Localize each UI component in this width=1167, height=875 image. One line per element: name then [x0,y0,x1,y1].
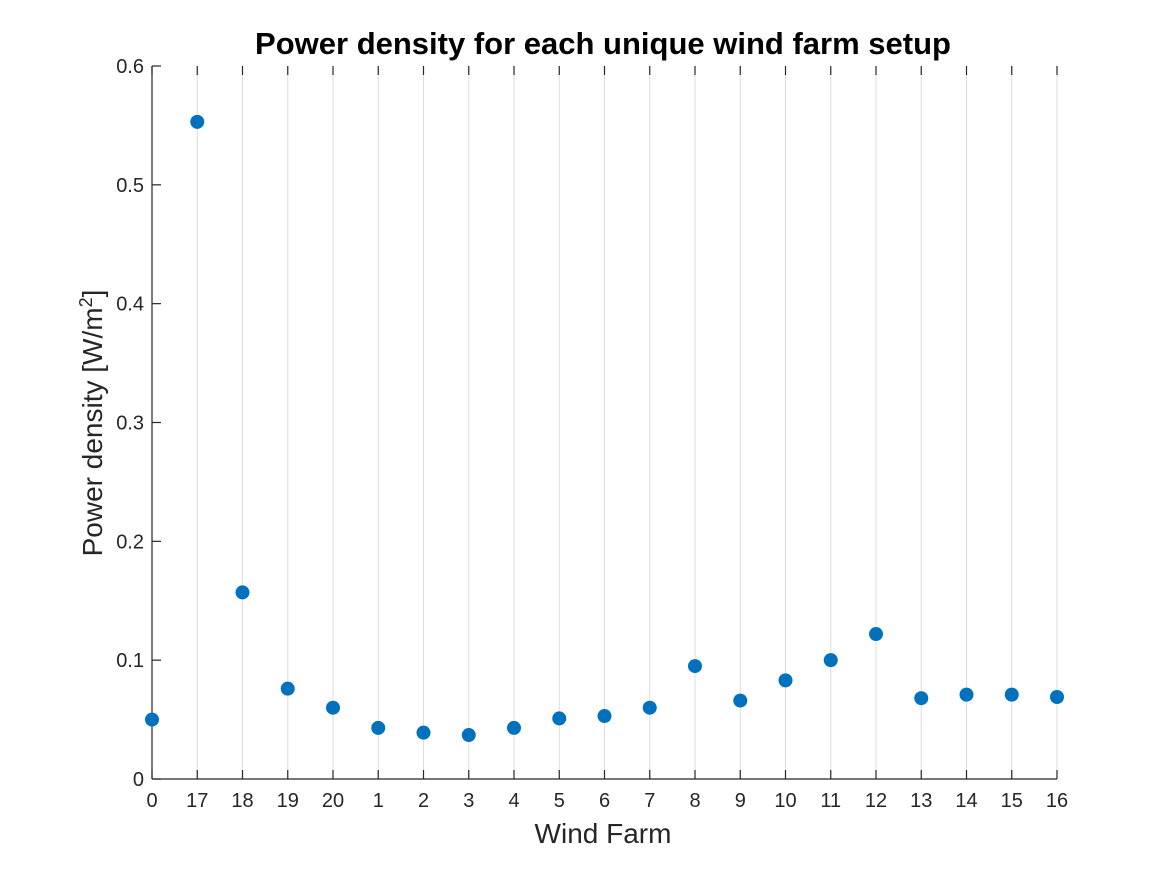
x-tick-label: 16 [1046,790,1068,812]
y-axis-label-main: Power density [W/m [77,307,108,556]
x-tick-label: 8 [689,790,700,812]
x-tick-label: 13 [910,790,932,812]
data-point [642,700,657,715]
x-tick-label: 20 [322,790,344,812]
x-tick-label: 10 [774,790,796,812]
grid-lines [151,66,1058,779]
data-point [190,114,205,129]
data-point [823,653,838,668]
data-point [371,720,386,735]
x-tick-label: 14 [955,790,977,812]
x-tick-label: 4 [508,790,519,812]
data-point [416,725,431,740]
data-point [552,711,567,726]
x-tick-label: 1 [373,790,384,812]
data-point [235,585,250,600]
data-points [145,114,1064,743]
x-tick-label: 18 [231,790,253,812]
x-tick-label: 6 [599,790,610,812]
x-tick-label: 12 [865,790,887,812]
data-point [688,659,702,674]
y-ticks: 0 0.1 0.2 0.3 0.4 0.5 0.6 [116,56,161,791]
data-point [1004,687,1019,702]
data-point [914,691,929,706]
x-tick-label: 19 [277,790,299,812]
x-tick-label: 9 [735,790,746,812]
x-tick-label: 3 [463,790,474,812]
y-tick-label: 0.6 [116,56,144,78]
x-tick-label: 7 [644,790,655,812]
x-tick-label: 0 [146,790,157,812]
data-point [733,693,748,708]
x-axis-label: Wind Farm [535,818,672,849]
data-point [326,700,340,715]
data-point [145,712,159,727]
x-tick-label: 15 [1001,790,1023,812]
data-point [461,728,476,743]
y-axis-label-superscript: 2 [76,297,96,307]
data-point [280,681,295,696]
data-point [778,673,793,688]
chart-title: Power density for each unique wind farm … [255,26,951,61]
y-tick-label: 0.5 [116,175,144,197]
x-tick-label: 2 [418,790,429,812]
y-tick-label: 0 [133,769,144,791]
x-tick-label: 17 [186,790,208,812]
x-ticks: 0 17 18 19 20 1 2 3 4 5 6 7 8 9 10 11 12 13 14 15 16 [146,66,1068,812]
data-point [869,627,883,642]
x-tick-label: 11 [820,790,841,812]
y-tick-label: 0.1 [116,650,144,672]
y-axis-label: Power density [W/m2] [76,290,108,557]
data-point [1050,690,1064,705]
data-point [507,720,521,735]
data-point [959,687,974,702]
data-point [597,709,612,724]
y-tick-label: 0.3 [116,413,144,435]
y-axis-label-suffix: ] [77,290,108,298]
y-tick-label: 0.2 [116,531,144,553]
y-tick-label: 0.4 [116,294,144,316]
x-tick-label: 5 [554,790,565,812]
